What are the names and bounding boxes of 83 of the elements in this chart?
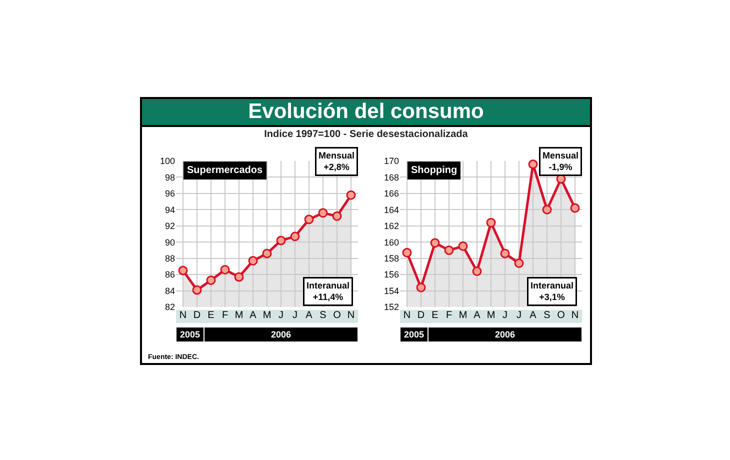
point [500,248,510,258]
point [570,203,580,213]
x-tick-label: A [474,310,481,321]
point [458,241,468,251]
x-tick-label: N [179,310,187,321]
x-tick-label: O [557,310,566,321]
y-tick-label: 164 [384,204,399,215]
x-tick-label: J [516,310,522,321]
annotation: Interanual +3,1% [530,280,574,302]
x-tick-label: F [446,310,452,321]
y-tick-label: 94 [164,204,175,215]
x-tick-label: F [222,310,228,321]
x-tick-label: E [208,310,215,321]
x-tick-label: M [234,310,244,321]
text: 2006 [494,330,516,340]
point [234,272,244,282]
y-tick-label: 168 [384,172,399,182]
point [402,248,412,258]
point [430,238,440,248]
point [542,204,552,214]
y-tick-label: 86 [164,270,175,280]
annotation: Mensual +2,8% [318,150,355,172]
y-tick-label: 156 [384,270,399,280]
y-tick-label: 166 [384,188,399,199]
point [444,245,454,255]
point [220,264,230,274]
x-tick-label: N [571,310,579,321]
text: 2005 [180,330,200,340]
x-tick-label: M [458,310,468,321]
point [248,256,258,266]
x-tick-label: S [544,310,551,321]
point [276,236,286,246]
text: Indice 1997=100 - Serie desestacionalizada [263,129,469,140]
x-tick-label: O [333,310,342,321]
y-tick-label: 160 [384,237,399,248]
x-tick-label: E [432,310,439,321]
point [178,266,188,276]
point [346,190,356,200]
point [290,232,300,242]
x-tick-label: N [403,310,411,321]
point [472,266,482,276]
annotation: Mensual -1,9% [542,150,579,172]
point [304,214,314,224]
x-tick-label: D [417,310,425,321]
point [486,218,496,228]
text: 2005 [404,330,424,340]
y-tick-label: 98 [164,172,175,182]
point [318,208,328,218]
y-tick-label: 162 [384,221,399,232]
point [332,211,342,221]
chart-title: Supermercados [187,165,264,176]
y-tick-label: 170 [384,156,399,166]
point [192,285,202,295]
x-tick-label: J [502,310,508,321]
y-tick-label: 84 [164,286,175,296]
point [262,248,272,258]
point [416,282,426,292]
point [528,159,538,169]
x-tick-label: M [262,310,272,321]
x-tick-label: J [278,310,284,321]
x-tick-label: A [306,310,313,321]
x-tick-label: A [530,310,537,321]
point [206,275,216,285]
x-tick-label: A [250,310,257,321]
x-tick-label: M [486,310,496,321]
y-tick-label: 158 [384,253,399,264]
chart-title: Shopping [411,165,458,176]
text: 2006 [270,330,292,340]
y-tick-label: 96 [164,188,175,199]
y-tick-label: 154 [384,286,399,296]
annotation: Interanual +11,4% [306,280,350,302]
y-tick-label: 88 [164,253,175,264]
point [514,258,524,268]
x-tick-label: J [292,310,298,321]
x-tick-label: S [320,310,327,321]
y-tick-label: 82 [164,302,175,312]
x-tick-label: N [347,310,355,321]
x-tick-label: D [193,310,201,321]
y-tick-label: 100 [160,156,175,166]
y-tick-label: 152 [384,302,399,312]
text: Evolución del consumo [142,99,590,127]
y-tick-label: 90 [164,237,175,248]
y-tick-label: 92 [164,221,175,232]
